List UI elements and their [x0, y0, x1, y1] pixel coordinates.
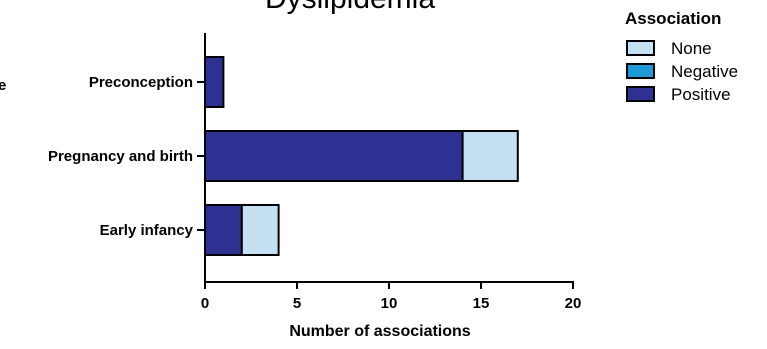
legend-swatch-none — [626, 40, 655, 56]
axes-group: 0 5 10 15 20 Preconception Pregnancy and birth… — [48, 33, 581, 312]
x-tick-label-20: 20 — [565, 295, 582, 312]
x-tick-label-15: 15 — [473, 295, 490, 312]
legend-title: Association — [625, 9, 721, 28]
category-label-1: Preconception — [89, 74, 193, 91]
bar-positive-3 — [204, 204, 243, 256]
x-axis-title: Number of associations — [289, 323, 470, 340]
x-tick-label-5: 5 — [293, 295, 301, 312]
legend-label-none: None — [671, 39, 712, 58]
legend-label-negative: Negative — [671, 62, 738, 81]
bar-none-2 — [461, 130, 519, 182]
category-label-2: Pregnancy and birth — [48, 148, 193, 165]
legend-swatch-positive — [626, 86, 655, 102]
chart-title: Dyslipidemia — [265, 0, 435, 15]
bar-positive-2 — [204, 130, 464, 182]
legend-label-positive: Positive — [671, 85, 731, 104]
category-label-3: Early infancy — [100, 222, 194, 239]
x-tick-label-0: 0 — [201, 295, 209, 312]
bars-group — [204, 56, 519, 256]
x-tick-label-10: 10 — [381, 295, 398, 312]
cut-off-label: e — [0, 77, 6, 94]
bar-positive-1 — [204, 56, 225, 108]
legend: Association None Negative Positive — [625, 9, 738, 104]
bar-none-3 — [240, 204, 280, 256]
legend-swatch-negative — [626, 63, 655, 79]
